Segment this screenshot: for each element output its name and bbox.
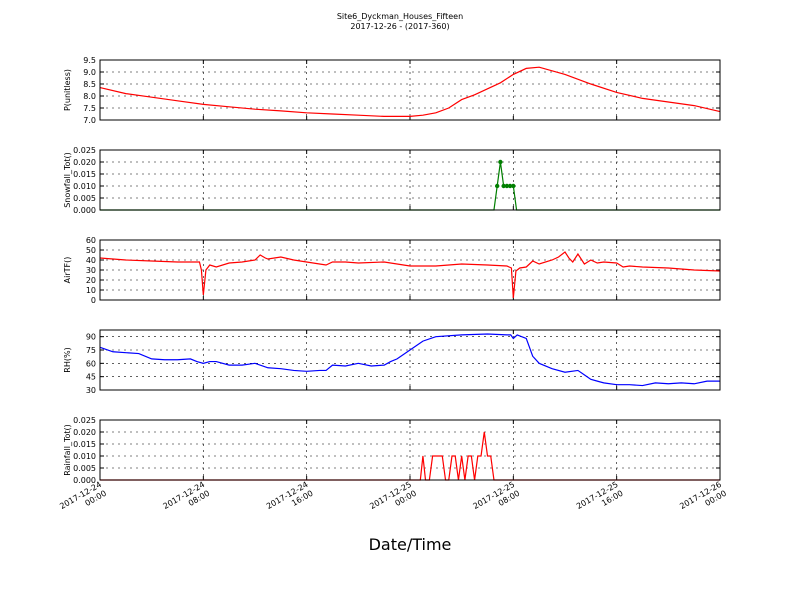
y-tick-label: 0.020 (73, 428, 96, 437)
x-tick-label: 2017-12-2400:00 (58, 480, 108, 520)
y-tick-label: 0.025 (73, 416, 96, 425)
data-point (501, 183, 506, 189)
y-tick-label: 40 (86, 256, 96, 265)
panel-relative-humidity: 30 45 60 75 90 RH(%) (63, 329, 721, 395)
x-tick-label: 2017-12-2416:00 (265, 480, 315, 520)
figure-title: Site6_Dyckman_Houses_Fifteen (337, 12, 463, 21)
panel-rainfall: 0.000 0.005 0.010 0.015 0.020 0.025Rainfall_T… (63, 416, 721, 485)
y-tick-label: 90 (86, 333, 96, 342)
figure-subtitle: 2017-12-26 - (2017-360) (350, 22, 449, 31)
y-tick-label: 7.0 (83, 116, 96, 125)
y-tick-label: 0.010 (73, 452, 96, 461)
x-tick-label: 2017-12-2408:00 (162, 480, 212, 520)
y-tick-label: 45 (86, 373, 96, 382)
data-point (507, 183, 513, 189)
y-tick-label: 9.0 (83, 68, 96, 77)
y-tick-label: 60 (86, 359, 96, 368)
x-tick-label: 2017-12-2516:00 (575, 480, 625, 520)
series-line-relative-humidity (99, 333, 720, 387)
panel-pressure: 7.0 7.5 8.0 8.5 9.0 9.5 P(unitless) (63, 56, 721, 125)
plot-frame (99, 329, 721, 391)
plot-frame (99, 149, 721, 211)
data-point (494, 183, 500, 189)
y-tick-label: 9.5 (83, 56, 96, 65)
y-tick-label: 8.5 (83, 80, 96, 89)
series-line-rainfall (100, 431, 720, 481)
y-tick-label: 0.010 (73, 182, 96, 191)
data-point (498, 159, 503, 165)
y-tick-label: 30 (86, 266, 96, 275)
y-tick-label: 0.020 (73, 158, 96, 167)
y-axis-label-air-temperature: AirTF() (63, 257, 72, 284)
y-tick-label: 0 (91, 296, 96, 305)
series-line-air-temperature (99, 251, 721, 299)
y-tick-label: 8.0 (83, 92, 96, 101)
y-tick-label: 50 (86, 246, 96, 255)
x-axis-label: Date/Time (369, 535, 452, 554)
y-tick-label: 75 (86, 346, 96, 355)
y-tick-label: 0.015 (73, 440, 96, 449)
y-tick-label: 0.005 (73, 464, 96, 473)
x-tick-label: 2017-12-2500:00 (368, 480, 418, 520)
y-axis-label-pressure: P(unitless) (63, 69, 72, 111)
y-tick-label: 0.015 (73, 170, 96, 179)
y-tick-label: 7.5 (83, 104, 96, 113)
x-tick-label: 2017-12-2508:00 (472, 480, 522, 520)
plot-frame (99, 239, 721, 301)
y-tick-label: 10 (86, 286, 96, 295)
data-point (504, 183, 510, 189)
y-axis-label-rainfall: Rainfall_Tot() (63, 424, 72, 476)
y-tick-label: 0.000 (73, 476, 96, 485)
panel-snowfall: 0.000 0.005 0.010 0.015 0.020 0.025Snowfall_T… (63, 146, 721, 215)
series-line-pressure (99, 66, 721, 118)
y-axis-label-snowfall: Snowfall_Tot() (63, 152, 72, 208)
x-tick-label: 2017-12-2600:00 (678, 480, 728, 520)
y-tick-label: 30 (86, 386, 96, 395)
plot-frame (99, 59, 721, 121)
y-tick-label: 60 (86, 236, 96, 245)
data-point (511, 183, 516, 189)
panels: 7.07.58.08.59.09.5P(unitless)0.0000.0050… (63, 56, 721, 485)
y-tick-label: 20 (86, 276, 96, 285)
plot-frame (99, 419, 721, 481)
y-axis-label-relative-humidity: RH(%) (63, 347, 72, 372)
x-axis-ticks: 2017-12-2400:00 2017-12-2408:00 2017-12-24… (58, 480, 728, 520)
y-tick-label: 0.025 (73, 146, 96, 155)
y-tick-label: 0.000 (73, 206, 96, 215)
y-tick-label: 0.005 (73, 194, 96, 203)
